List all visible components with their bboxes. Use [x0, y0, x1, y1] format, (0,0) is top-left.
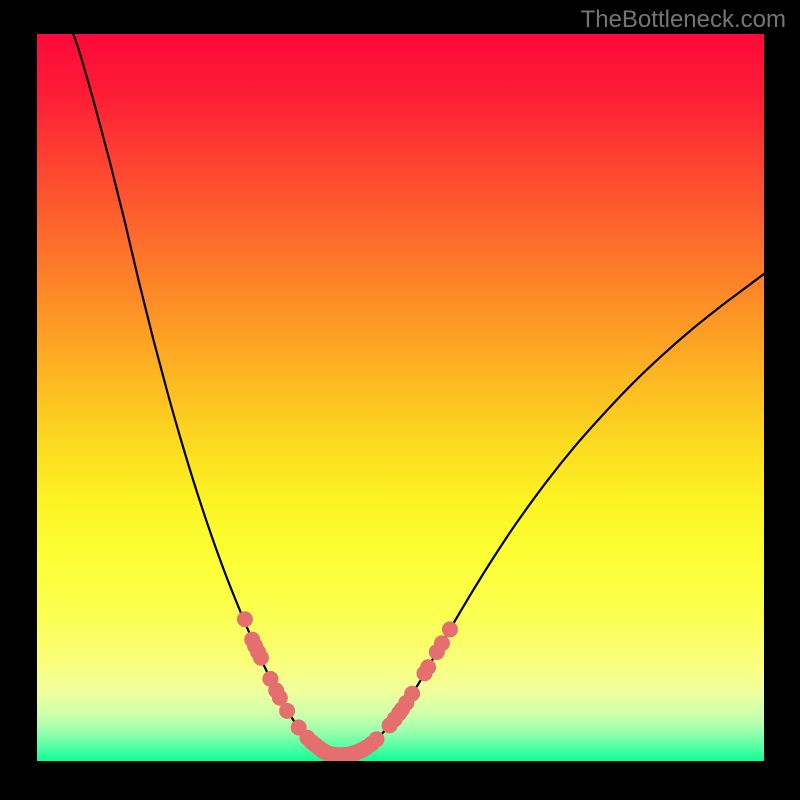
outer-frame: TheBottleneck.com	[0, 0, 800, 800]
bottleneck-chart	[37, 34, 764, 761]
data-marker	[280, 703, 295, 718]
data-marker	[421, 660, 436, 675]
data-marker	[253, 650, 268, 665]
watermark-text: TheBottleneck.com	[581, 6, 786, 34]
data-marker	[369, 732, 384, 747]
gradient-background	[37, 34, 764, 761]
data-marker	[405, 686, 420, 701]
data-marker	[237, 612, 252, 627]
data-marker	[442, 622, 457, 637]
data-marker	[272, 690, 287, 705]
data-marker	[434, 636, 449, 651]
